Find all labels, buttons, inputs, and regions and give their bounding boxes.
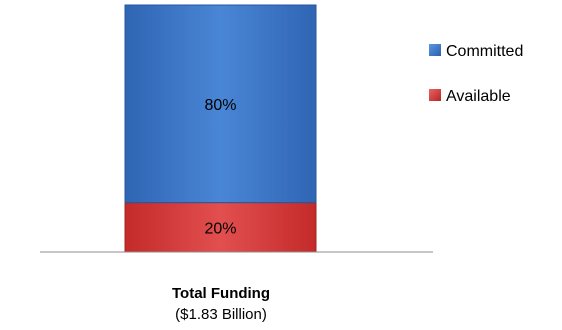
legend-swatch-available bbox=[429, 89, 441, 101]
legend-label-committed: Committed bbox=[446, 43, 523, 60]
data-label-available: 20% bbox=[204, 220, 236, 237]
legend-item-available: Available bbox=[429, 88, 511, 105]
bar-segment-available bbox=[124, 202, 317, 253]
legend-label-available: Available bbox=[446, 88, 511, 105]
legend-item-committed: Committed bbox=[429, 43, 523, 60]
legend: Committed Available bbox=[429, 43, 523, 105]
bar-segment-committed bbox=[124, 4, 317, 204]
legend-swatch-committed bbox=[429, 44, 441, 56]
category-label: Total Funding bbox=[172, 285, 270, 302]
data-label-committed: 80% bbox=[204, 97, 236, 114]
category-sublabel: ($1.83 Billion) bbox=[175, 306, 267, 323]
bars-group: 20% 80% bbox=[124, 4, 317, 253]
